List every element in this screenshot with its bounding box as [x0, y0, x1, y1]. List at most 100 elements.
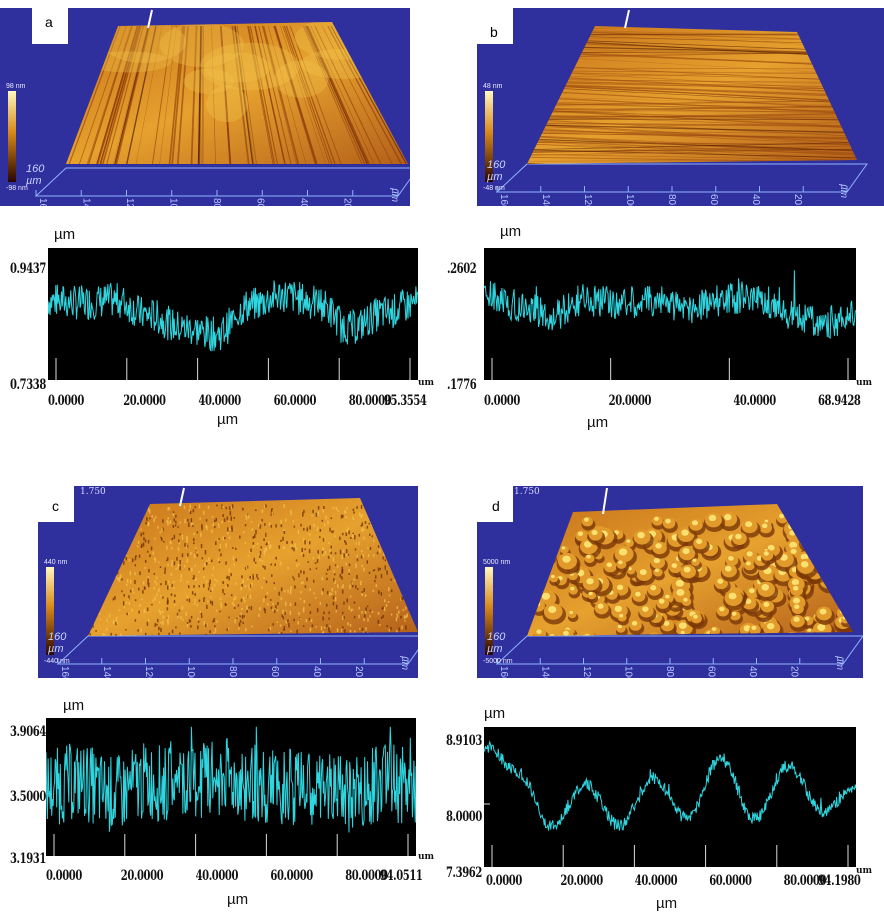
profile-x-tick: 0.0000 — [48, 394, 84, 409]
scan-axis-tick: 100 — [623, 666, 634, 678]
scan-axis-unit: µm — [838, 184, 849, 198]
profile-plot-b — [484, 248, 856, 380]
scan-size-label: 160 — [487, 159, 506, 171]
panel-label-box — [477, 486, 513, 522]
scan-axis-tick: 160 — [37, 198, 48, 206]
scan-axis-tick: 20 — [353, 666, 364, 678]
scan-axis-tick: 80 — [666, 194, 677, 206]
panel-label-box — [32, 8, 68, 44]
scan-size-unit: µm — [487, 171, 503, 183]
afm-scan-b: 48 nm -48 nm 160 µm 160 140 120 100 80 60 40 20 µm — [477, 8, 884, 206]
profile-trace-line — [48, 280, 418, 352]
scan-axis-tick: 160 — [498, 666, 509, 678]
colorbar-bottom-label: -440 nm — [44, 658, 70, 665]
scan-axis-tick: 40 — [298, 198, 309, 206]
probe-marker — [179, 487, 185, 507]
scan-axis-tick: 20 — [342, 198, 353, 206]
scan-axis-tick: 140 — [101, 666, 112, 678]
profile-y-bottom-d: 7.3962 — [446, 866, 482, 881]
afm-surface — [88, 498, 418, 636]
panel-label-c: c — [52, 498, 59, 514]
colorbar-bottom-label: -48 nm — [483, 185, 505, 192]
colorbar-top-label: 440 nm — [44, 559, 68, 566]
afm-base-grid — [495, 163, 868, 193]
scan-axis-tick: 120 — [124, 198, 135, 206]
profile-plot-d — [484, 727, 856, 867]
profile-trace-svg — [484, 270, 856, 380]
profile-x-tick: 20.0000 — [123, 394, 166, 409]
scan-axis-tick: 100 — [185, 666, 196, 678]
afm-scan-d: 5000 nm -5000 nm 160 µm 160 140 120 100 80 60 40 20… — [477, 486, 863, 678]
scan-axis-unit: µm — [399, 656, 410, 670]
profile-x-tick: 40.0000 — [198, 394, 241, 409]
profile-x-tick: 20.0000 — [120, 869, 164, 884]
scan-axis-tick: 140 — [540, 194, 551, 206]
profile-y-bottom-b: .1776 — [447, 378, 477, 393]
profile-x-tick: 60.0000 — [270, 869, 313, 884]
scan-axis-tick: 40 — [750, 194, 761, 206]
scan-size-label: 160 — [26, 163, 45, 175]
profile-x-tick: 80.0000 — [345, 869, 388, 884]
profile-y-top-d: 8.9103 — [446, 734, 482, 749]
profile-y-bottom-c: 3.1931 — [10, 852, 46, 867]
scan-axis-unit: µm — [834, 656, 845, 670]
scan-top-value-c: 1.750 — [80, 487, 106, 497]
probe-marker — [147, 9, 153, 29]
profile-x-unit-c: µm — [227, 891, 249, 908]
scan-axis-tick: 120 — [582, 194, 593, 206]
profile-x-tick: 60.0000 — [709, 874, 752, 889]
scan-axis-tick: 120 — [143, 666, 154, 678]
profile-y-unit-b: µm — [500, 223, 522, 240]
profile-x-tick: 20.0000 — [560, 874, 603, 889]
profile-y-mid-c: 3.5000 — [10, 790, 46, 805]
scan-axis-unit: µm — [389, 188, 400, 202]
colorbar-bottom-label: -5000 nm — [483, 658, 513, 665]
profile-trace-svg — [48, 280, 418, 380]
scan-axis-tick: 60 — [706, 666, 717, 678]
panel-label-box — [477, 8, 513, 44]
profile-y-bottom-a: 0.7338 — [10, 378, 46, 393]
colorbar-top-label: 5000 nm — [483, 559, 510, 566]
scan-axis-tick: 60 — [255, 198, 266, 206]
profile-x-tick: 40.0000 — [195, 869, 239, 884]
profile-trace-line — [46, 726, 416, 833]
scan-size-unit: µm — [487, 643, 503, 655]
profile-x-tick: 40.0000 — [634, 874, 678, 889]
profile-x-end-unit-d: um — [856, 866, 873, 876]
profile-x-tick: 0.0000 — [484, 394, 520, 409]
height-colorbar — [485, 567, 493, 655]
scan-axis-tick: 140 — [540, 666, 551, 678]
afm-base-grid — [495, 635, 863, 665]
profile-y-top-b: .2602 — [447, 262, 477, 277]
profile-x-tick: 40.0000 — [733, 394, 776, 409]
height-colorbar — [46, 567, 54, 655]
profile-x-tick: 0.0000 — [486, 874, 522, 889]
scan-axis-tick: 140 — [81, 198, 92, 206]
scan-axis-tick: 160 — [59, 666, 70, 678]
profile-trace-line — [484, 740, 856, 831]
scan-size-unit: µm — [48, 643, 64, 655]
scan-axis-tick: 80 — [227, 666, 238, 678]
panel-label-box — [38, 486, 74, 522]
colorbar-top-label: 48 nm — [483, 83, 503, 90]
profile-y-mid-d: 8.0000 — [446, 810, 482, 825]
profile-x-tick: 20.0000 — [608, 394, 652, 409]
afm-base-grid — [56, 635, 418, 665]
profile-plot-c — [46, 718, 416, 856]
profile-x-tick: 95.3554 — [384, 394, 427, 409]
scan-size-label: 160 — [487, 631, 506, 643]
profile-x-tick: 94.0511 — [380, 869, 423, 884]
scan-axis-tick: 60 — [269, 666, 280, 678]
panel-label-d: d — [492, 498, 500, 514]
scan-axis-tick: 160 — [498, 194, 509, 206]
scan-axis-tick: 40 — [311, 666, 322, 678]
scan-size-label: 160 — [48, 631, 67, 643]
probe-marker — [624, 9, 630, 29]
profile-y-unit-c: µm — [63, 697, 85, 714]
scan-axis-tick: 100 — [168, 198, 179, 206]
scan-axis-tick: 20 — [789, 666, 800, 678]
scan-top-value-d: 1.750 — [514, 487, 540, 497]
